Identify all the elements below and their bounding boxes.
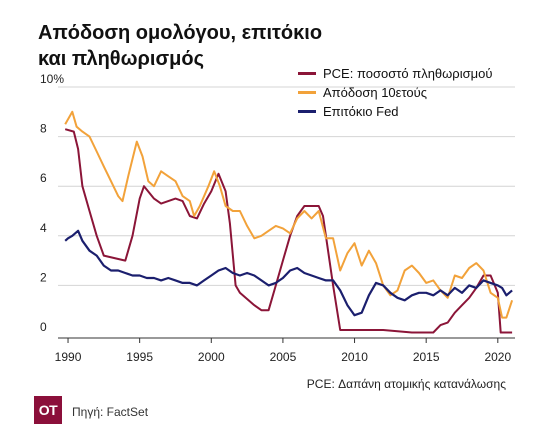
y-tick-label: 8 — [40, 122, 47, 136]
chart-grid — [58, 86, 515, 286]
chart-title: Απόδοση ομολόγου, επιτόκιο και πληθωρισμ… — [38, 20, 338, 72]
legend-label-yield: Απόδοση 10ετούς — [323, 85, 428, 100]
x-tick-label: 1995 — [126, 350, 153, 364]
chart-title-line-1: Απόδοση ομολόγου, επιτόκιο — [38, 22, 323, 44]
chart-title-line-2: και πληθωρισμός — [38, 48, 204, 70]
y-tick-label: 6 — [40, 171, 47, 185]
y-tick-label: 2 — [40, 270, 47, 284]
legend-label-fed: Επιτόκιο Fed — [323, 104, 399, 119]
legend-swatch-fed — [298, 110, 316, 113]
legend-label-pce: PCE: ποσοστό πληθωρισμού — [323, 66, 493, 81]
x-tick-label: 1990 — [55, 350, 82, 364]
series-line-pce — [64, 128, 513, 334]
x-tick-label: 2015 — [413, 350, 440, 364]
legend-item-pce: PCE: ποσοστό πληθωρισμού — [298, 64, 492, 83]
x-tick-label: 2020 — [484, 350, 511, 364]
chart-axes: 0 2 4 6 8 10% 1990 1995 2000 2005 2010 2015 2020 — [40, 72, 515, 364]
x-tick-label: 2010 — [341, 350, 368, 364]
x-tick-label: 2005 — [270, 350, 297, 364]
brand-logo: ΟΤ — [34, 396, 62, 424]
chart-legend: PCE: ποσοστό πληθωρισμού Απόδοση 10ετούς… — [298, 64, 492, 121]
legend-swatch-pce — [298, 72, 316, 75]
y-tick-label: 4 — [40, 221, 47, 235]
legend-item-yield: Απόδοση 10ετούς — [298, 83, 492, 102]
legend-swatch-yield — [298, 91, 316, 94]
series-line-fed — [64, 229, 513, 317]
y-tick-label: 10% — [40, 72, 64, 86]
y-tick-label: 0 — [40, 320, 47, 334]
source-label: Πηγή: FactSet — [72, 405, 149, 419]
legend-item-fed: Επιτόκιο Fed — [298, 102, 492, 121]
chart-series — [64, 110, 514, 334]
series-line-yield — [64, 110, 514, 319]
x-tick-label: 2000 — [198, 350, 225, 364]
chart-note: PCE: Δαπάνη ατομικής κατανάλωσης — [306, 377, 506, 391]
